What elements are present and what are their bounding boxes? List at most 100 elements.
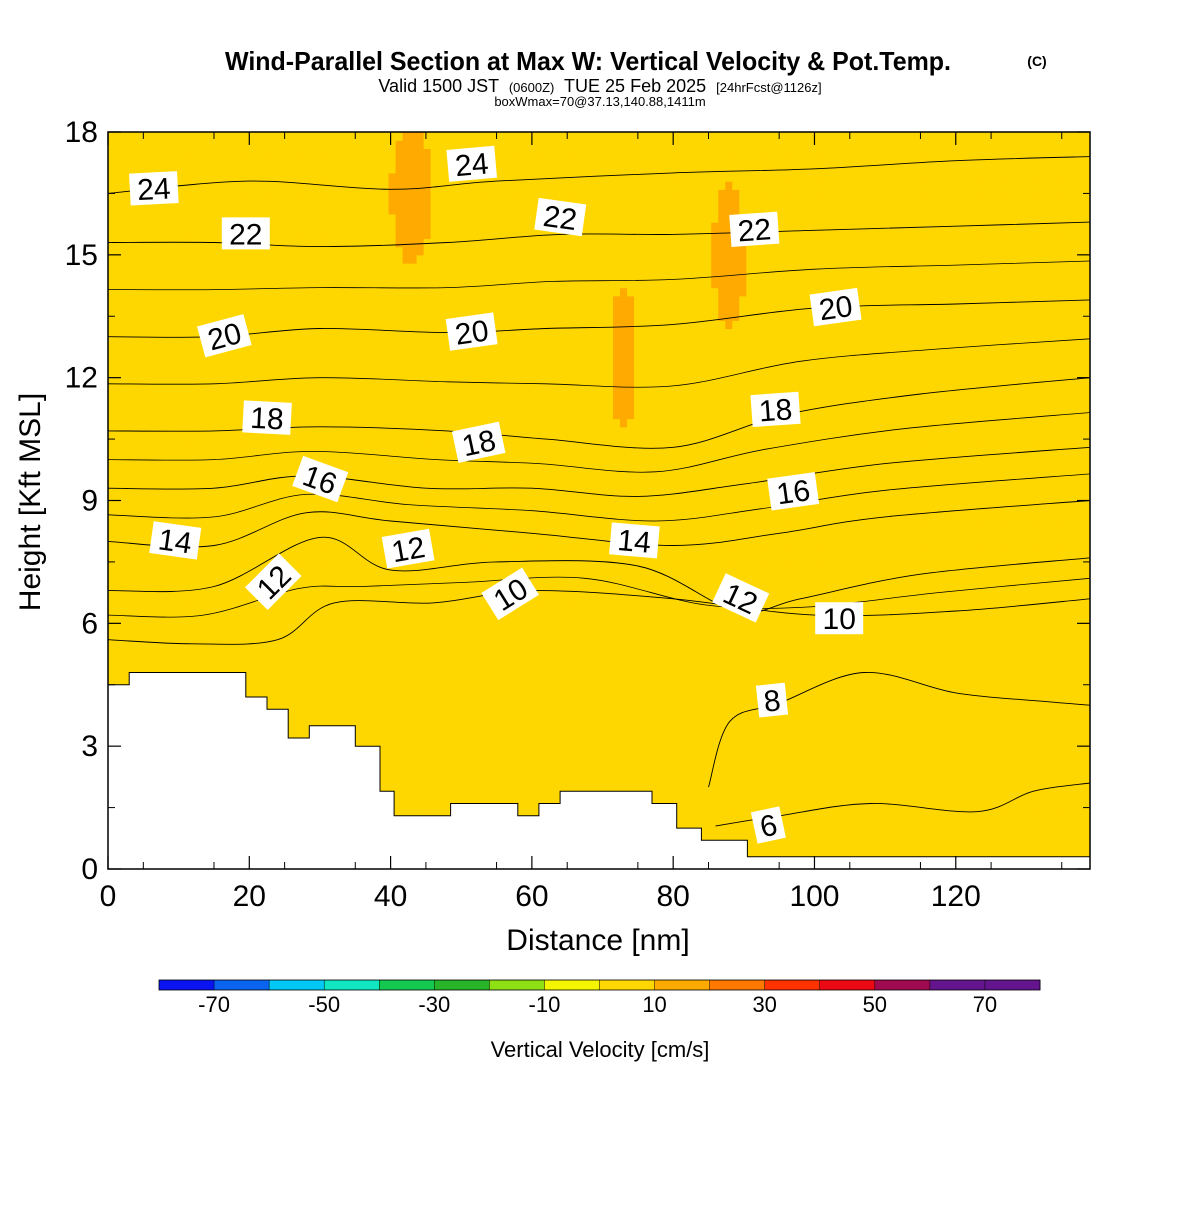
velocity-cell — [451, 541, 460, 551]
velocity-cell — [311, 303, 320, 313]
velocity-cell — [227, 254, 235, 264]
velocity-cell — [430, 647, 439, 657]
velocity-cell — [486, 762, 495, 772]
velocity-cell — [206, 656, 214, 665]
velocity-cell — [325, 459, 334, 469]
velocity-cell — [367, 656, 376, 665]
velocity-cell — [283, 385, 291, 395]
velocity-cell — [304, 721, 313, 731]
velocity-cell — [234, 647, 242, 657]
velocity-cell — [465, 557, 474, 567]
velocity-cell — [374, 508, 383, 518]
velocity-cell — [367, 705, 376, 715]
velocity-cell — [395, 181, 404, 190]
velocity-cell — [290, 254, 298, 264]
velocity-cell — [367, 721, 376, 731]
velocity-cell — [444, 746, 453, 755]
velocity-cell — [374, 213, 383, 223]
velocity-cell — [129, 574, 137, 583]
velocity-cell — [332, 271, 341, 280]
velocity-cell — [451, 713, 460, 723]
velocity-cell — [150, 164, 158, 174]
velocity-cell — [304, 656, 313, 665]
velocity-cell — [227, 377, 235, 387]
velocity-cell — [227, 434, 235, 444]
velocity-cell — [325, 672, 334, 682]
velocity-cell — [402, 705, 411, 715]
velocity-cell — [318, 328, 327, 338]
velocity-cell — [416, 394, 425, 403]
velocity-cell — [374, 516, 383, 526]
velocity-cell — [360, 639, 369, 649]
velocity-cell — [416, 271, 425, 280]
velocity-cell — [416, 574, 425, 583]
velocity-cell — [199, 500, 207, 510]
velocity-cell — [325, 402, 334, 412]
velocity-cell — [108, 295, 116, 305]
velocity-cell — [437, 492, 446, 502]
velocity-cell — [346, 222, 355, 231]
velocity-cell — [283, 533, 291, 543]
velocity-cell — [486, 295, 495, 305]
velocity-cell — [374, 394, 383, 403]
velocity-cell — [199, 606, 207, 616]
velocity-cell — [297, 615, 305, 624]
velocity-cell — [332, 557, 341, 567]
velocity-cell — [437, 451, 446, 461]
velocity-cell — [143, 615, 151, 624]
velocity-cell — [150, 418, 158, 428]
velocity-cell — [269, 287, 277, 297]
velocity-cell — [465, 295, 474, 305]
velocity-cell — [465, 238, 474, 248]
velocity-cell — [157, 451, 165, 461]
velocity-cell — [444, 508, 453, 518]
velocity-cell — [486, 132, 495, 141]
velocity-cell — [381, 500, 390, 510]
velocity-cell — [311, 172, 320, 182]
velocity-cell — [423, 320, 432, 330]
velocity-cell — [388, 443, 397, 452]
velocity-cell — [346, 516, 355, 526]
velocity-cell — [402, 721, 411, 731]
velocity-cell — [451, 762, 460, 772]
velocity-cell — [458, 525, 467, 534]
velocity-cell — [353, 533, 362, 543]
velocity-cell — [409, 172, 418, 182]
velocity-cell — [220, 623, 228, 633]
velocity-cell — [416, 148, 425, 158]
velocity-cell — [423, 582, 432, 592]
velocity-cell — [416, 525, 425, 534]
velocity-cell — [430, 443, 439, 452]
velocity-cell — [178, 132, 186, 141]
velocity-cell — [150, 631, 158, 641]
velocity-cell — [444, 606, 453, 616]
velocity-cell — [164, 205, 172, 215]
velocity-cell — [444, 295, 453, 305]
velocity-cell — [381, 140, 390, 149]
velocity-cell — [451, 385, 460, 395]
velocity-cell — [409, 426, 418, 436]
velocity-cell — [388, 492, 397, 502]
velocity-cell — [374, 418, 383, 428]
velocity-cell — [122, 549, 130, 559]
velocity-cell — [185, 500, 193, 510]
velocity-cell — [430, 181, 439, 190]
velocity-cell — [444, 672, 453, 682]
velocity-cell — [199, 132, 207, 141]
velocity-cell — [472, 541, 481, 551]
velocity-cell — [164, 385, 172, 395]
velocity-cell — [129, 132, 137, 141]
velocity-cell — [171, 205, 179, 215]
velocity-cell — [346, 443, 355, 452]
velocity-cell — [150, 213, 158, 223]
velocity-cell — [388, 590, 397, 600]
velocity-cell — [241, 369, 249, 379]
velocity-cell — [416, 803, 425, 813]
velocity-cell — [423, 500, 432, 510]
velocity-cell — [220, 312, 228, 321]
velocity-cell — [206, 615, 214, 624]
velocity-cell — [332, 672, 341, 682]
velocity-cell — [332, 336, 341, 346]
velocity-cell — [255, 205, 263, 215]
velocity-cell — [311, 541, 320, 551]
